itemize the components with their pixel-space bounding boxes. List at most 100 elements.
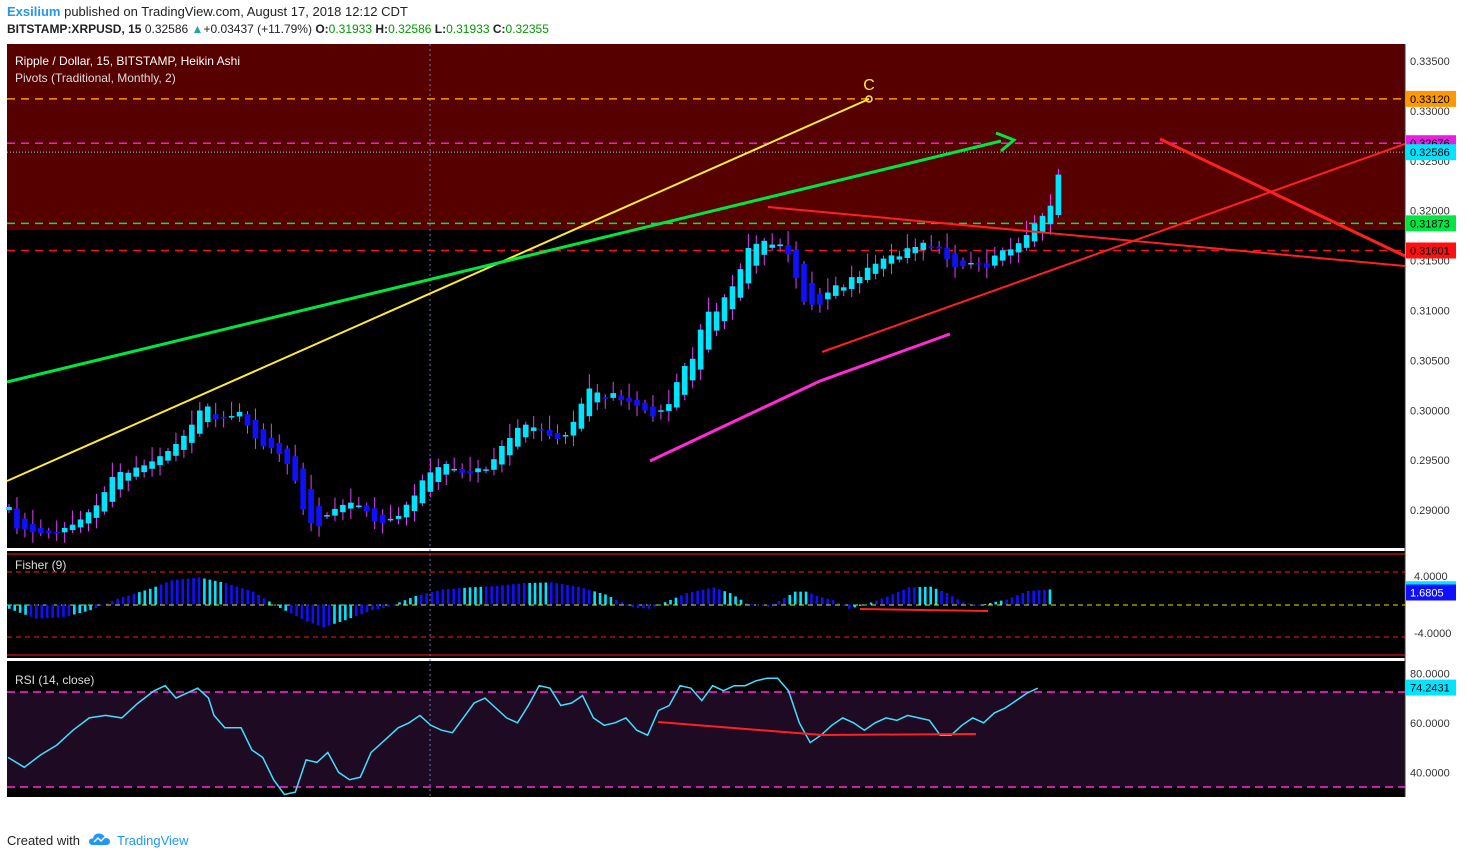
fisher-bar: [132, 593, 136, 605]
fisher-signal-label-bg: [1406, 584, 1456, 601]
candle-body: [85, 512, 92, 524]
rsi-band: [7, 692, 1405, 787]
candle-body: [642, 402, 648, 411]
candle-body: [395, 515, 402, 519]
fisher-legend: Fisher (9): [15, 558, 66, 572]
candle-body: [833, 285, 839, 296]
tradingview-link[interactable]: TradingView: [117, 833, 189, 848]
fisher-bar: [279, 604, 282, 609]
candle-body: [411, 495, 418, 512]
fisher-bar: [967, 603, 970, 605]
price-tick-9: 0.29000: [1410, 505, 1450, 517]
candle-body: [936, 246, 942, 249]
candle-body: [840, 287, 847, 291]
price-tick-0: 0.33500: [1410, 56, 1450, 68]
price-tick-4: 0.31500: [1410, 256, 1450, 268]
fisher-bar: [474, 587, 477, 605]
candle-body: [6, 506, 12, 511]
red-upper-line[interactable]: [767, 206, 1406, 267]
candle-body: [530, 427, 537, 431]
candle-body: [483, 469, 489, 471]
fisher-bar: [907, 587, 911, 605]
fisher-bar: [978, 604, 981, 606]
fisher-bar: [598, 592, 602, 605]
fisher-bar: [186, 578, 190, 605]
fisher-bar: [1016, 595, 1019, 605]
candle-body: [189, 424, 195, 443]
fisher-divergence-line[interactable]: [859, 608, 989, 612]
fisher-bar: [468, 587, 472, 605]
fisher-bar: [972, 604, 976, 606]
fisher-bar: [463, 587, 466, 605]
fisher-tick-0: 4.0000: [1414, 571, 1448, 583]
yellow-trendline-handle[interactable]: [865, 95, 873, 103]
fisher-bar: [1010, 597, 1014, 605]
fisher-bar: [550, 582, 553, 605]
author-link[interactable]: Exsilium: [7, 4, 61, 19]
rsi-divergence-line-1[interactable]: [657, 721, 823, 736]
candle-body: [157, 456, 163, 466]
candle-body: [713, 311, 720, 331]
up-arrow-icon: ▲: [191, 22, 204, 36]
fisher-bar: [848, 604, 851, 609]
fisher-bar: [24, 604, 27, 615]
fisher-bar: [213, 580, 217, 605]
candle-body: [1023, 235, 1030, 248]
price-labels: 0.335000.330000.325000.320000.315000.310…: [1406, 56, 1456, 517]
rsi-divergence-line-2[interactable]: [821, 733, 977, 736]
fisher-bar: [831, 600, 835, 605]
candle-body: [984, 263, 990, 268]
fisher-bar: [127, 595, 130, 605]
candle-body: [1039, 215, 1046, 233]
fisher-bar: [566, 584, 569, 605]
candle-body: [212, 414, 219, 420]
fisher-bar: [300, 604, 304, 619]
candle-body: [880, 258, 887, 269]
candle-body: [491, 459, 497, 470]
fisher-bar: [961, 602, 965, 605]
candle-body: [864, 267, 871, 280]
yellow-trendline[interactable]: [6, 98, 870, 482]
candle-body: [522, 424, 529, 438]
red-down-line[interactable]: [1159, 137, 1406, 258]
candle-body: [292, 456, 298, 481]
candle-body: [666, 404, 672, 411]
rsi-tick-1: 60.0000: [1410, 718, 1450, 730]
chart-area[interactable]: C 0.335000.330000.325000.320000.315000.3…: [0, 42, 1467, 802]
fisher-bar: [858, 604, 862, 606]
candle-body: [697, 329, 704, 370]
fisher-bar: [647, 604, 651, 609]
candle-body: [817, 293, 823, 305]
candle-body: [363, 505, 370, 512]
candle-body: [197, 410, 203, 434]
rsi-tick-0: 80.0000: [1410, 668, 1450, 680]
fisher-bar: [772, 603, 775, 605]
candles: [6, 168, 1062, 543]
fisher-bar: [880, 598, 884, 605]
magenta-support-line[interactable]: [649, 332, 951, 463]
green-trendline[interactable]: [6, 139, 1002, 384]
fisher-bar: [409, 598, 412, 605]
fisher-bar: [842, 604, 846, 606]
fisher-bar: [685, 593, 689, 605]
fisher-bar: [577, 586, 580, 605]
red-lower-line[interactable]: [821, 143, 1406, 353]
fisher-bar: [484, 586, 488, 605]
candle-body: [928, 246, 934, 248]
fisher-bar: [625, 604, 629, 606]
candle-body: [53, 531, 60, 534]
pivot-label-2: 0.31873: [1410, 218, 1450, 230]
fisher-bar: [306, 604, 309, 622]
fisher-bar: [891, 594, 895, 605]
tradingview-cloud-icon[interactable]: [88, 829, 112, 849]
candle-body: [999, 250, 1006, 261]
candle-body: [658, 410, 664, 412]
fisher-bar: [517, 583, 521, 605]
candle-body: [745, 247, 752, 284]
fisher-bar: [956, 599, 960, 605]
fisher-bar: [51, 604, 54, 618]
candle-body: [546, 429, 553, 437]
fisher-bar: [755, 604, 759, 606]
fisher-bar: [739, 599, 743, 605]
candle-body: [968, 262, 974, 265]
